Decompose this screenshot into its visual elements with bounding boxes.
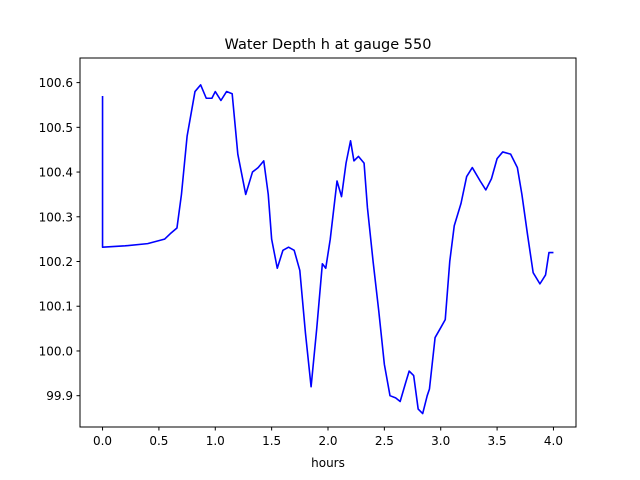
y-tick-label: 100.5 — [39, 121, 73, 135]
x-axis-label: hours — [311, 456, 345, 470]
y-tick-label: 100.3 — [39, 210, 73, 224]
y-tick-label: 100.0 — [39, 344, 73, 358]
x-tick-label: 4.0 — [544, 434, 563, 448]
y-axis: 99.9 100.0 100.1 100.2 100.3 100.4 100.5 100.6 — [39, 76, 80, 403]
y-tick-label: 100.1 — [39, 300, 73, 314]
x-tick-label: 3.5 — [488, 434, 507, 448]
x-tick-label: 2.0 — [318, 434, 337, 448]
plot-area — [101, 84, 554, 415]
x-tick-label: 0.0 — [93, 434, 112, 448]
x-tick-label: 1.5 — [262, 434, 281, 448]
x-axis: 0.0 0.5 1.0 1.5 2.0 2.5 3.0 3.5 4.0 — [93, 427, 563, 448]
y-tick-label: 100.4 — [39, 166, 73, 180]
axes-frame — [79, 57, 577, 428]
series-line — [101, 84, 554, 415]
y-tick-label: 100.2 — [39, 255, 73, 269]
x-tick-label: 2.5 — [375, 434, 394, 448]
y-tick-label: 99.9 — [46, 389, 73, 403]
x-tick-label: 0.5 — [149, 434, 168, 448]
x-tick-label: 3.0 — [431, 434, 450, 448]
x-tick-label: 1.0 — [206, 434, 225, 448]
y-tick-label: 100.6 — [39, 76, 73, 90]
chart-title: Water Depth h at gauge 550 — [225, 37, 432, 53]
